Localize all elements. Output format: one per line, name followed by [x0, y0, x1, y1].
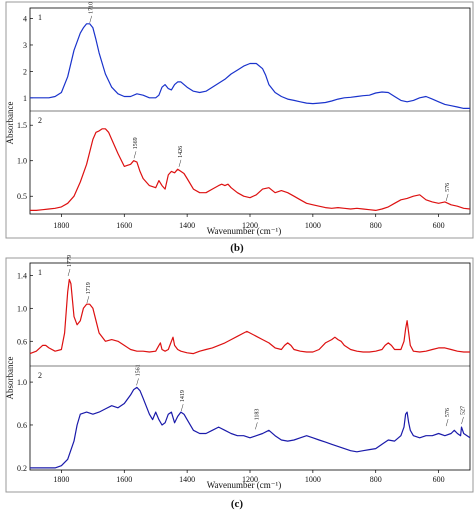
- peak-label: 1719: [86, 282, 92, 294]
- peak-label: 1183: [254, 409, 260, 421]
- y-tick-label: 0.2: [17, 464, 27, 473]
- x-tick-label: 600: [433, 475, 445, 484]
- y-tick-label: 0.6: [17, 421, 27, 430]
- x-tick-label: 1000: [305, 475, 321, 484]
- peak-label: 1426: [178, 146, 184, 158]
- x-tick-label: 1800: [53, 221, 69, 230]
- plot-frame: [29, 262, 471, 471]
- spectrum-line-c-2: [30, 386, 471, 469]
- panel-c-plot-area: 1800 1600 1400 1200 1000 800 600 0.6 1.0 1.4 1 1779…: [17, 255, 471, 484]
- peak-leader-line: [255, 422, 258, 430]
- x-tick-label: 1600: [116, 475, 132, 484]
- x-tick-label: 1200: [242, 221, 258, 230]
- x-tick-label: 600: [433, 221, 445, 230]
- peak-label: 1561: [136, 364, 142, 376]
- x-tick-label: 800: [370, 475, 382, 484]
- y-tick-label: 1: [23, 94, 27, 103]
- peak-label: 576: [445, 408, 451, 417]
- peak-label: 527: [461, 406, 467, 415]
- y-tick-label: 4: [23, 15, 27, 24]
- panel-b-caption: (b): [230, 242, 244, 254]
- spectrum-line-b-1: [30, 23, 470, 109]
- y-tick-label: 1.4: [17, 271, 27, 280]
- peak-leader-line: [178, 159, 182, 167]
- peak-leader-line: [86, 296, 90, 304]
- x-tick-label: 1800: [53, 475, 69, 484]
- subplot-index-label: 1: [38, 13, 42, 22]
- peak-leader-line: [136, 378, 139, 386]
- peak-leader-line: [461, 416, 464, 425]
- x-tick-label: 1400: [179, 475, 195, 484]
- panel-c-ylabel: Absorbance: [5, 357, 15, 400]
- x-tick-label: 1400: [179, 221, 195, 230]
- x-tick-label: 1600: [116, 221, 132, 230]
- panel-b-frame: [5, 1, 474, 239]
- panel-b: Absorbance Wavenumber (cm⁻¹) (b) 1800 160…: [5, 1, 474, 254]
- panel-b-ylabel: Absorbance: [5, 102, 15, 145]
- y-tick-label: 2: [23, 67, 27, 76]
- panel-c-xlabel: Wavenumber (cm⁻¹): [207, 480, 281, 490]
- y-tick-label: 1.0: [17, 378, 27, 387]
- peak-label: 1569: [133, 137, 139, 149]
- subplot-index-label: 2: [38, 371, 42, 380]
- panel-c-caption: (c): [231, 498, 244, 510]
- y-tick-label: 0.5: [17, 192, 27, 201]
- peak-label: 1779: [67, 255, 73, 267]
- subplot-index-label: 2: [38, 116, 42, 125]
- x-tick-label: 800: [370, 221, 382, 230]
- spectrum-line-c-1: [29, 278, 470, 355]
- peak-leader-line: [67, 268, 71, 277]
- x-tick-label: 1000: [305, 221, 321, 230]
- peak-label: 1419: [180, 390, 186, 402]
- y-tick-label: 1.0: [17, 157, 27, 166]
- peak-leader-line: [180, 404, 184, 412]
- y-tick-label: 1.5: [17, 121, 27, 130]
- panel-c-frame: [5, 257, 474, 493]
- panel-b-xlabel: Wavenumber (cm⁻¹): [207, 226, 281, 236]
- subplot-index-label: 1: [38, 268, 42, 277]
- peak-leader-line: [445, 419, 449, 427]
- peak-leader-line: [133, 151, 137, 159]
- peak-leader-line: [89, 15, 92, 23]
- panel-b-plot-area: 1800 1600 1400 1200 1000 800 600 1 2 3 4 1 1710 0.5 1.…: [17, 2, 471, 230]
- y-tick-label: 1.0: [17, 304, 27, 313]
- y-tick-label: 3: [23, 41, 27, 50]
- panel-c: Absorbance Wavenumber (cm⁻¹) (c) 1800 160…: [5, 255, 474, 510]
- y-tick-label: 0.6: [17, 337, 27, 346]
- peak-label: 1710: [89, 2, 95, 14]
- spectrum-line-b-2: [30, 128, 471, 211]
- x-tick-label: 1200: [242, 475, 258, 484]
- peak-label: 576: [445, 183, 451, 192]
- peak-leader-line: [445, 193, 449, 201]
